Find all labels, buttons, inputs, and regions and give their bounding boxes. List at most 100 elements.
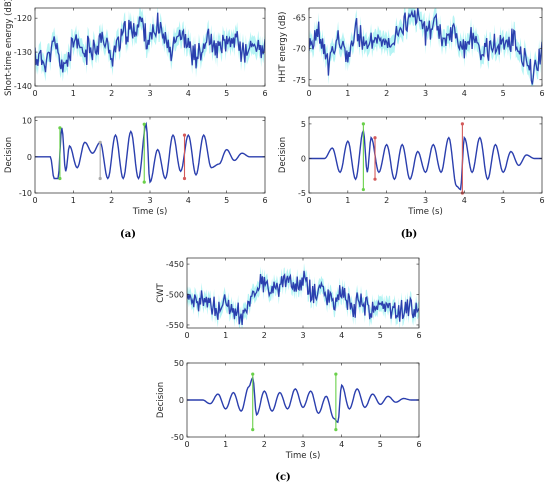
y-tick-label: -50 — [171, 433, 184, 442]
x-tick-label: 5 — [501, 89, 506, 98]
event-marker-dot — [251, 372, 255, 376]
caption-a: (a) — [120, 229, 136, 240]
x-tick-label: 3 — [300, 331, 305, 340]
y-tick-label: 10 — [22, 117, 32, 126]
y-axis-label: Decision — [4, 137, 14, 173]
y-tick-label: -75 — [293, 76, 306, 85]
signal-line — [35, 12, 265, 73]
envelope-band — [35, 8, 265, 82]
caption-c: (c) — [275, 472, 291, 483]
x-tick-label: 6 — [262, 196, 267, 205]
x-axis-label: Time (s) — [407, 207, 443, 217]
x-tick-label: 3 — [423, 196, 428, 205]
event-marker-dot — [334, 428, 338, 432]
x-tick-label: 2 — [109, 89, 114, 98]
event-marker-dot — [373, 177, 377, 181]
y-tick-label: 0 — [301, 154, 306, 163]
y-tick-label: -70 — [293, 45, 306, 54]
x-tick-label: 1 — [223, 331, 228, 340]
x-tick-label: 0 — [306, 89, 311, 98]
event-marker-dot — [251, 428, 255, 432]
envelope-band — [309, 8, 542, 86]
y-tick-label: 0 — [179, 396, 184, 405]
y-axis-label: HHT energy (dB) — [278, 12, 288, 83]
x-tick-label: 5 — [501, 196, 506, 205]
x-tick-label: 5 — [224, 196, 229, 205]
x-tick-label: 4 — [462, 196, 467, 205]
decision-line — [309, 128, 542, 191]
y-tick-label: -130 — [14, 48, 32, 57]
event-marker-dot — [182, 176, 187, 181]
x-axis-label: Time (s) — [132, 207, 168, 217]
x-tick-label: 4 — [186, 89, 191, 98]
event-marker-dot — [58, 176, 62, 181]
x-tick-label: 2 — [262, 331, 267, 340]
y-tick-label: -140 — [14, 82, 32, 91]
x-tick-label: 2 — [384, 196, 389, 205]
y-tick-label: -120 — [14, 14, 32, 23]
y-tick-label: -5 — [298, 189, 306, 198]
y-axis-label: CWT — [156, 282, 166, 302]
x-tick-label: 6 — [416, 331, 421, 340]
event-marker-dot — [142, 180, 146, 184]
signal-line — [309, 8, 542, 85]
y-tick-label: -10 — [19, 189, 32, 198]
event-marker-dot — [98, 176, 102, 181]
event-marker-dot — [182, 133, 187, 137]
y-axis-label: Decision — [278, 137, 288, 173]
y-tick-label: 50 — [174, 359, 184, 368]
event-marker-dot — [98, 140, 102, 144]
x-tick-label: 5 — [224, 89, 229, 98]
x-tick-label: 4 — [186, 196, 191, 205]
decision-line — [35, 121, 265, 184]
y-tick-label: -450 — [166, 260, 184, 269]
x-tick-label: 1 — [345, 196, 350, 205]
x-tick-label: 5 — [378, 440, 383, 449]
x-tick-label: 1 — [71, 89, 76, 98]
x-tick-label: 3 — [147, 196, 152, 205]
signal-line — [187, 270, 419, 326]
x-tick-label: 3 — [423, 89, 428, 98]
x-tick-label: 6 — [416, 440, 421, 449]
caption-b: (b) — [401, 229, 417, 240]
event-marker-dot — [373, 136, 377, 140]
x-tick-label: 6 — [262, 89, 267, 98]
event-marker-dot — [361, 187, 365, 192]
x-tick-label: 0 — [32, 89, 37, 98]
event-marker-dot — [334, 372, 338, 376]
x-axis-label: Time (s) — [285, 451, 321, 461]
x-tick-label: 0 — [184, 440, 189, 449]
y-tick-label: 0 — [27, 153, 32, 162]
y-axis-label: Decision — [156, 382, 166, 418]
x-tick-label: 3 — [147, 89, 152, 98]
x-tick-label: 0 — [32, 196, 37, 205]
x-tick-label: 4 — [339, 331, 344, 340]
y-tick-label: -65 — [293, 13, 306, 22]
event-marker-dot — [361, 122, 365, 126]
y-axis-label: Short-time energy (dB) — [4, 0, 14, 96]
decision-line — [187, 376, 419, 424]
plot-b-hht-energy: 0 1 2 3 4 5 6 -75 -70 -65 HHT energy (dB) — [278, 7, 545, 98]
x-tick-label: 6 — [539, 196, 544, 205]
x-tick-label: 3 — [300, 440, 305, 449]
y-tick-label: -500 — [166, 291, 184, 300]
x-tick-label: 1 — [345, 89, 350, 98]
y-tick-label: 5 — [301, 120, 306, 129]
envelope-band — [187, 263, 419, 328]
x-tick-label: 0 — [184, 331, 189, 340]
x-tick-label: 1 — [71, 196, 76, 205]
x-tick-label: 5 — [378, 331, 383, 340]
plot-c-cwt: 0 1 2 3 4 5 6 -550 -500 -450 CWT — [156, 257, 422, 340]
y-tick-label: -550 — [166, 321, 184, 330]
x-tick-label: 6 — [539, 89, 544, 98]
x-tick-label: 1 — [223, 440, 228, 449]
x-tick-label: 2 — [384, 89, 389, 98]
event-marker-dot — [58, 126, 62, 130]
x-tick-label: 4 — [339, 440, 344, 449]
x-tick-label: 2 — [262, 440, 267, 449]
